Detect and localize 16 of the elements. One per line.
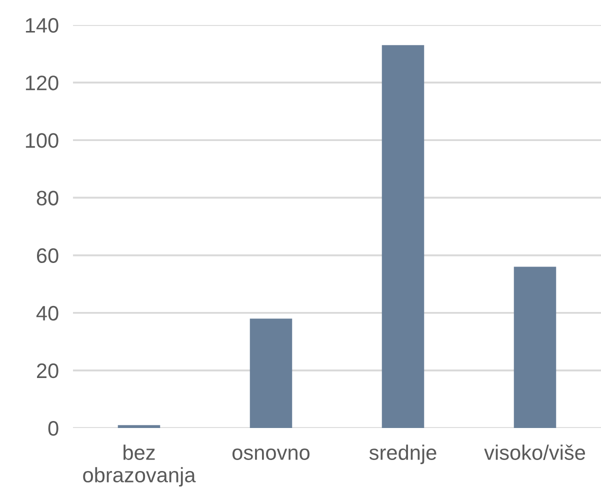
bar <box>382 45 424 428</box>
y-tick-label: 100 <box>26 133 58 148</box>
y-tick-label: 40 <box>36 306 58 321</box>
bar <box>250 318 292 428</box>
y-tick-label: 80 <box>36 190 58 206</box>
y-tick-label: 0 <box>48 421 58 436</box>
x-tick-label: osnovno <box>232 448 310 460</box>
y-tick-label: 140 <box>26 18 58 33</box>
bar <box>514 266 556 428</box>
x-tick-label: srednje <box>369 444 436 464</box>
y-tick-label: 20 <box>36 363 58 378</box>
x-tick-label: bez obrazovanja <box>83 444 196 487</box>
y-tick-label: 120 <box>26 76 58 90</box>
bar <box>118 425 160 428</box>
x-tick-label: visoko/više <box>484 444 586 460</box>
y-tick-label: 60 <box>37 248 58 264</box>
